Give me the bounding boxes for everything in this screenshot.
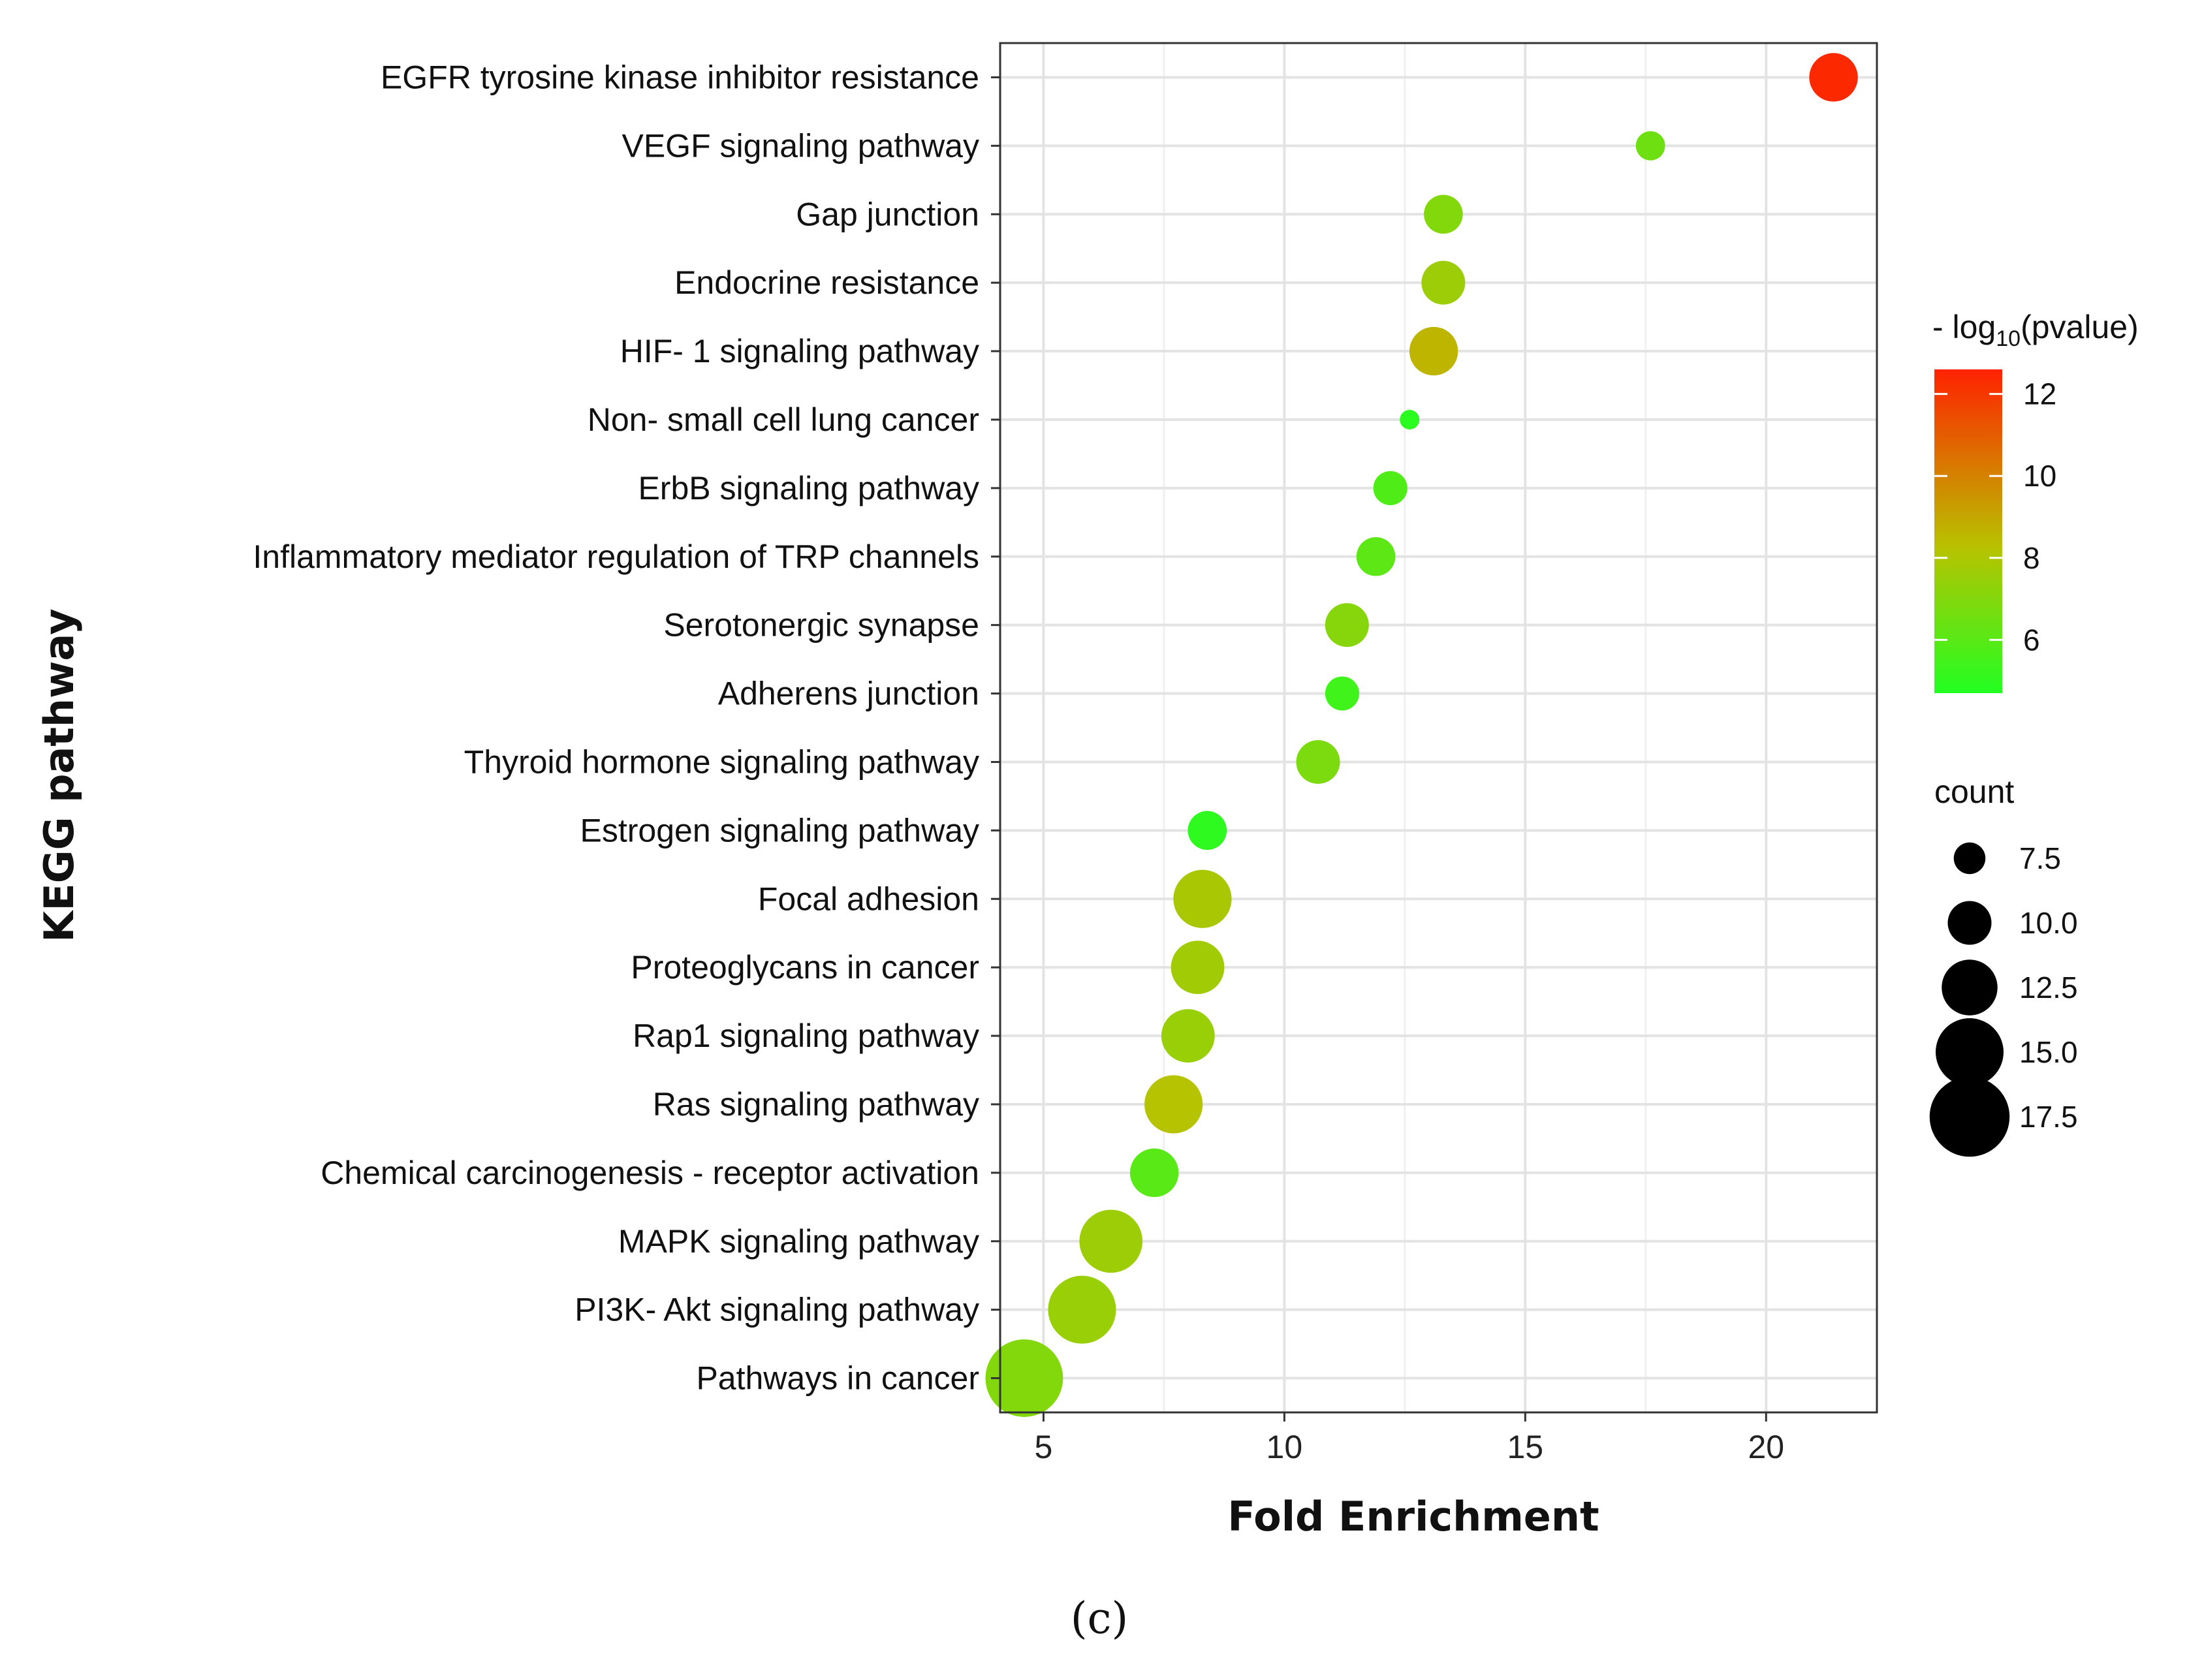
color-bar-tick-label: 6 — [2023, 623, 2040, 657]
size-legend-dot — [1942, 959, 1998, 1016]
size-legend-label: 12.5 — [2019, 971, 2078, 1004]
data-point — [1048, 1275, 1116, 1344]
color-bar-tick-label: 8 — [2023, 541, 2040, 575]
plot-border — [999, 42, 1878, 1414]
data-points — [985, 53, 1858, 1417]
data-point — [1421, 260, 1466, 305]
y-tick-label: Chemical carcinogenesis - receptor activ… — [321, 1155, 979, 1191]
y-axis: EGFR tyrosine kinase inhibitor resistanc… — [253, 59, 1000, 1397]
y-tick-label: Inflammatory mediator regulation of TRP … — [253, 538, 979, 575]
data-point — [1325, 676, 1360, 711]
color-legend: - log10(pvalue) 6 8 10 12 — [1932, 309, 2139, 693]
data-point — [1325, 603, 1369, 647]
panel-label: (c) — [1071, 1593, 1128, 1643]
y-tick-label: PI3K- Akt signaling pathway — [574, 1292, 979, 1328]
y-tick-label: Estrogen signaling pathway — [580, 812, 980, 848]
data-point — [1400, 409, 1420, 429]
y-tick-label: Gap junction — [796, 196, 979, 232]
size-legend-dot — [1936, 1018, 2004, 1086]
y-tick-label: Non- small cell lung cancer — [588, 401, 979, 438]
color-bar-tick-label: 10 — [2023, 459, 2056, 493]
y-tick-label: Adherens junction — [718, 676, 979, 712]
data-point — [1409, 326, 1458, 376]
color-bar-tick-label: 12 — [2023, 377, 2056, 411]
size-legend-items: 7.5 10.0 12.5 15.0 17.5 — [1929, 841, 2078, 1157]
data-point — [1144, 1075, 1203, 1134]
data-point — [1079, 1209, 1143, 1273]
y-tick-label: Serotonergic synapse — [663, 607, 979, 644]
y-tick-label: EGFR tyrosine kinase inhibitor resistanc… — [381, 59, 979, 95]
size-legend-label: 7.5 — [2019, 841, 2061, 875]
size-legend-label: 17.5 — [2019, 1100, 2078, 1134]
grid-lines — [1000, 43, 1877, 1412]
y-tick-label: Ras signaling pathway — [653, 1086, 979, 1123]
x-axis: 5 10 15 20 — [1035, 1412, 1784, 1465]
data-point — [1424, 194, 1463, 234]
y-tick-label: Endocrine resistance — [674, 264, 979, 301]
data-point — [1129, 1148, 1179, 1198]
data-point — [1188, 811, 1227, 850]
size-legend-dot — [1929, 1076, 2010, 1157]
x-axis-title: Fold Enrichment — [1227, 1493, 1599, 1540]
data-point — [1809, 53, 1858, 102]
size-legend: count 7.5 10.0 12.5 15.0 17.5 — [1929, 773, 2078, 1157]
y-tick-label: HIF- 1 signaling pathway — [620, 333, 979, 369]
color-bar — [1934, 369, 2002, 693]
size-legend-label: 10.0 — [2019, 906, 2078, 940]
data-point — [1161, 1009, 1215, 1063]
data-point — [1373, 471, 1408, 505]
y-tick-label: VEGF signaling pathway — [621, 127, 979, 164]
data-point — [1296, 739, 1340, 784]
y-tick-label: Thyroid hormone signaling pathway — [464, 743, 979, 780]
data-point — [1171, 941, 1225, 995]
size-legend-title: count — [1934, 773, 2014, 810]
y-tick-label: Pathways in cancer — [696, 1360, 979, 1397]
y-tick-label: Proteoglycans in cancer — [631, 949, 979, 986]
size-legend-label: 15.0 — [2019, 1035, 2078, 1069]
x-tick-label: 10 — [1267, 1429, 1303, 1465]
x-tick-label: 20 — [1748, 1429, 1784, 1465]
plot-panel — [1000, 43, 1877, 1412]
x-tick-label: 5 — [1035, 1429, 1053, 1465]
data-point — [1173, 869, 1232, 928]
data-point — [985, 1339, 1063, 1417]
y-tick-label: Focal adhesion — [758, 880, 979, 917]
size-legend-dot — [1947, 901, 1992, 945]
data-point — [1635, 131, 1665, 161]
color-legend-title: - log10(pvalue) — [1932, 309, 2139, 351]
data-point — [1356, 537, 1396, 576]
color-bar-ticks: 6 8 10 12 — [1934, 377, 2056, 657]
x-tick-label: 15 — [1507, 1429, 1544, 1465]
y-tick-label: MAPK signaling pathway — [618, 1223, 979, 1260]
y-axis-title: KEGG pathway — [35, 608, 83, 942]
y-tick-label: Rap1 signaling pathway — [633, 1018, 979, 1054]
size-legend-dot — [1953, 842, 1986, 875]
y-tick-label: ErbB signaling pathway — [638, 470, 979, 506]
